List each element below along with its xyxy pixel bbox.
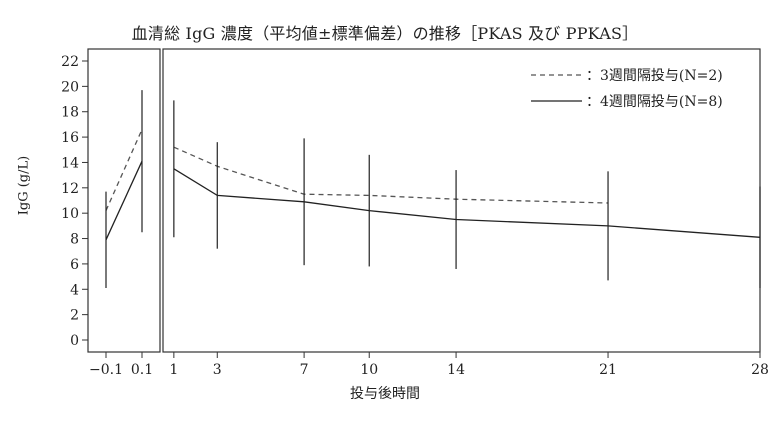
- y-tick-label: 20: [61, 79, 79, 95]
- y-tick-label: 22: [61, 54, 79, 70]
- x-tick-label: 28: [751, 362, 769, 378]
- y-tick-label: 6: [70, 257, 79, 273]
- series-1-line-panel2: [173, 146, 609, 204]
- y-tick-label: 10: [61, 206, 79, 222]
- y-axis-label: IgG (g/L): [16, 155, 32, 216]
- y-tick-label: 16: [61, 130, 79, 146]
- series-2-line-panel1: [105, 160, 143, 241]
- series-2-line-panel2: [173, 168, 761, 238]
- x-tick-label: 0.1: [131, 362, 153, 378]
- panel-1-frame: [87, 48, 161, 353]
- x-tick-label: 10: [360, 362, 378, 378]
- y-tick-label: 18: [61, 105, 79, 121]
- y-tick-label: 2: [70, 308, 79, 324]
- series-1-line-panel1: [105, 129, 143, 211]
- y-tick-label: 14: [61, 155, 79, 171]
- x-tick-label: 7: [300, 362, 309, 378]
- y-tick-label: 0: [70, 333, 79, 349]
- x-tick-label: 3: [213, 362, 222, 378]
- x-tick-label: 1: [169, 362, 178, 378]
- y-tick-label: 8: [70, 232, 79, 248]
- x-tick-label: −0.1: [89, 362, 123, 378]
- y-tick-label: 12: [61, 181, 79, 197]
- x-tick-label: 21: [599, 362, 617, 378]
- legend-label-1: ：3週間隔投与(N=2): [586, 68, 723, 84]
- y-tick-label: 4: [70, 282, 79, 298]
- chart-title: 血清総 IgG 濃度（平均値±標準偏差）の推移［PKAS 及び PPKAS］: [131, 24, 639, 43]
- legend-label-2: ：4週間隔投与(N=8): [586, 94, 723, 110]
- x-axis-label: 投与後時間: [350, 386, 420, 402]
- x-tick-label: 14: [447, 362, 465, 378]
